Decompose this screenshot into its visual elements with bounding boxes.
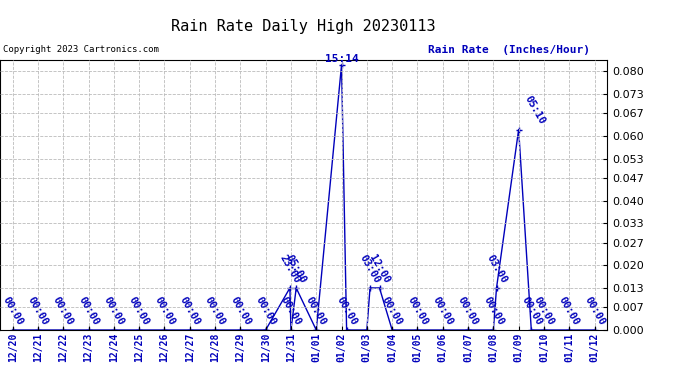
Text: 12:00: 12:00 [367,253,392,285]
Text: 00:00: 00:00 [582,296,607,327]
Text: 00:00: 00:00 [1,296,25,327]
Text: 00:00: 00:00 [335,296,359,327]
Text: 00:00: 00:00 [532,296,556,327]
Text: 05:00: 05:00 [284,253,308,285]
Text: 00:00: 00:00 [203,296,227,327]
Text: Rain Rate  (Inches/Hour): Rain Rate (Inches/Hour) [428,45,590,55]
Text: 00:00: 00:00 [519,296,544,327]
Text: 00:00: 00:00 [380,296,404,327]
Text: 03:00: 03:00 [358,253,382,285]
Text: 00:00: 00:00 [405,296,430,327]
Text: 23:00: 23:00 [278,253,302,285]
Text: 00:00: 00:00 [228,296,253,327]
Text: 00:00: 00:00 [26,296,50,327]
Text: 00:00: 00:00 [253,296,278,327]
Text: 00:00: 00:00 [152,296,177,327]
Text: 00:00: 00:00 [101,296,126,327]
Text: 00:00: 00:00 [557,296,582,327]
Text: 00:00: 00:00 [304,296,328,327]
Text: 15:14: 15:14 [325,54,358,63]
Text: 00:00: 00:00 [456,296,480,327]
Text: 05:10: 05:10 [522,94,546,126]
Text: 00:00: 00:00 [51,296,75,327]
Text: 00:00: 00:00 [431,296,455,327]
Text: 00:00: 00:00 [77,296,101,327]
Text: 03:00: 03:00 [484,253,509,285]
Text: 00:00: 00:00 [481,296,506,327]
Text: Rain Rate Daily High 20230113: Rain Rate Daily High 20230113 [171,19,436,34]
Text: 00:00: 00:00 [127,296,151,327]
Text: 00:00: 00:00 [177,296,202,327]
Text: Copyright 2023 Cartronics.com: Copyright 2023 Cartronics.com [3,45,159,54]
Text: 00:00: 00:00 [279,296,303,327]
